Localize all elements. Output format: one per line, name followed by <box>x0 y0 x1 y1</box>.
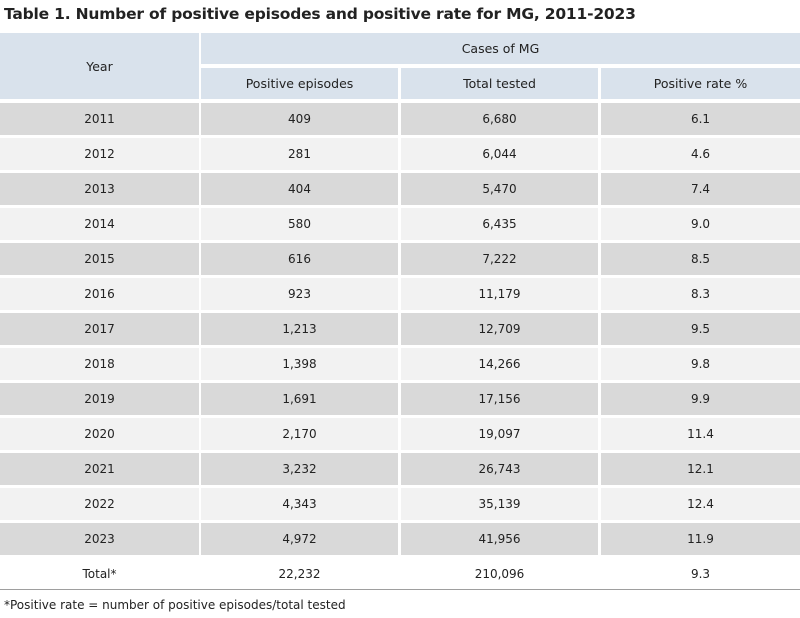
cell-positive-rate: 9.0 <box>601 208 800 240</box>
cell-year: 2013 <box>0 173 199 205</box>
cell-total-tested: 12,709 <box>401 313 598 345</box>
cell-year: 2019 <box>0 383 199 415</box>
cell-positive-episodes: 580 <box>201 208 398 240</box>
cell-positive-episodes: 404 <box>201 173 398 205</box>
header-positive-episodes: Positive episodes <box>201 68 398 99</box>
footnote: *Positive rate = number of positive epis… <box>4 598 346 612</box>
cell-positive-episodes: 923 <box>201 278 398 310</box>
cell-year: 2015 <box>0 243 199 275</box>
total-positive-episodes: 22,232 <box>201 558 398 590</box>
cell-total-tested: 11,179 <box>401 278 598 310</box>
table-row: 2013 404 5,470 7.4 <box>0 173 800 205</box>
table-row: 2019 1,691 17,156 9.9 <box>0 383 800 415</box>
cell-positive-episodes: 3,232 <box>201 453 398 485</box>
cell-positive-episodes: 4,343 <box>201 488 398 520</box>
cell-positive-episodes: 616 <box>201 243 398 275</box>
table-row: 2021 3,232 26,743 12.1 <box>0 453 800 485</box>
cell-total-tested: 17,156 <box>401 383 598 415</box>
cell-positive-rate: 9.9 <box>601 383 800 415</box>
cell-year: 2012 <box>0 138 199 170</box>
table-bottom-border <box>0 589 800 590</box>
cell-total-tested: 26,743 <box>401 453 598 485</box>
cell-year: 2017 <box>0 313 199 345</box>
table-row: 2016 923 11,179 8.3 <box>0 278 800 310</box>
table-row: 2020 2,170 19,097 11.4 <box>0 418 800 450</box>
table-title: Table 1. Number of positive episodes and… <box>4 5 636 23</box>
cell-positive-rate: 7.4 <box>601 173 800 205</box>
cell-positive-rate: 12.1 <box>601 453 800 485</box>
cell-positive-episodes: 409 <box>201 103 398 135</box>
total-row: Total* 22,232 210,096 9.3 <box>0 558 800 590</box>
cell-positive-rate: 11.9 <box>601 523 800 555</box>
cell-positive-rate: 9.8 <box>601 348 800 380</box>
cell-total-tested: 7,222 <box>401 243 598 275</box>
header-total-tested: Total tested <box>401 68 598 99</box>
total-year: Total* <box>0 558 199 590</box>
table-row: 2017 1,213 12,709 9.5 <box>0 313 800 345</box>
cell-year: 2018 <box>0 348 199 380</box>
cell-positive-rate: 9.5 <box>601 313 800 345</box>
cell-positive-rate: 4.6 <box>601 138 800 170</box>
cell-year: 2020 <box>0 418 199 450</box>
cell-year: 2011 <box>0 103 199 135</box>
table-row: 2023 4,972 41,956 11.9 <box>0 523 800 555</box>
cell-positive-episodes: 1,398 <box>201 348 398 380</box>
table-row: 2022 4,343 35,139 12.4 <box>0 488 800 520</box>
cell-positive-episodes: 4,972 <box>201 523 398 555</box>
cell-year: 2023 <box>0 523 199 555</box>
cell-total-tested: 6,680 <box>401 103 598 135</box>
cell-total-tested: 6,435 <box>401 208 598 240</box>
cell-positive-rate: 12.4 <box>601 488 800 520</box>
header-year: Year <box>0 33 199 99</box>
cell-total-tested: 5,470 <box>401 173 598 205</box>
cell-positive-rate: 8.3 <box>601 278 800 310</box>
cell-year: 2021 <box>0 453 199 485</box>
cell-total-tested: 6,044 <box>401 138 598 170</box>
cell-positive-episodes: 1,691 <box>201 383 398 415</box>
header-positive-rate: Positive rate % <box>601 68 800 99</box>
total-positive-rate: 9.3 <box>601 558 800 590</box>
cell-year: 2014 <box>0 208 199 240</box>
table-row: 2012 281 6,044 4.6 <box>0 138 800 170</box>
cell-total-tested: 41,956 <box>401 523 598 555</box>
cell-positive-rate: 11.4 <box>601 418 800 450</box>
table-row: 2011 409 6,680 6.1 <box>0 103 800 135</box>
total-total-tested: 210,096 <box>401 558 598 590</box>
header-cases-group: Cases of MG <box>201 33 800 64</box>
cell-year: 2016 <box>0 278 199 310</box>
cell-positive-episodes: 1,213 <box>201 313 398 345</box>
table-row: 2018 1,398 14,266 9.8 <box>0 348 800 380</box>
cell-total-tested: 14,266 <box>401 348 598 380</box>
cell-positive-rate: 8.5 <box>601 243 800 275</box>
cell-positive-episodes: 281 <box>201 138 398 170</box>
table-row: 2015 616 7,222 8.5 <box>0 243 800 275</box>
cell-positive-episodes: 2,170 <box>201 418 398 450</box>
cell-total-tested: 35,139 <box>401 488 598 520</box>
cell-year: 2022 <box>0 488 199 520</box>
cell-total-tested: 19,097 <box>401 418 598 450</box>
table-row: 2014 580 6,435 9.0 <box>0 208 800 240</box>
cell-positive-rate: 6.1 <box>601 103 800 135</box>
